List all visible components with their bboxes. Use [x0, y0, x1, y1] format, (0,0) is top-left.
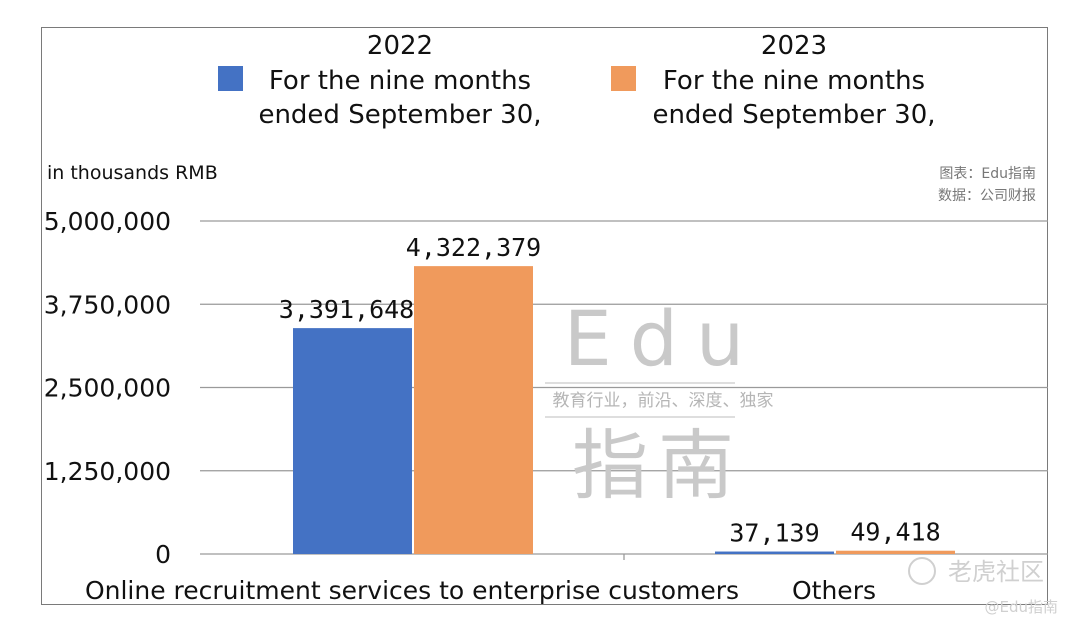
center-watermark: Edu 教育行业，前沿、深度、独家 指南 — [545, 294, 774, 510]
legend-label-2023-line1: For the nine months — [663, 66, 925, 96]
bar-2023-others — [836, 550, 955, 554]
bar-2022-others — [715, 551, 834, 554]
data-labels: 3,391,648 4,322,379 37,139 49,418 — [279, 233, 941, 547]
y-tick-label: 1,250,000 — [44, 457, 171, 486]
data-label-2022: 3,391,648 — [279, 295, 414, 324]
y-axis-unit-label: in thousands RMB — [47, 162, 218, 184]
legend-label-2022-line2: ended September 30, — [258, 100, 541, 130]
data-label-2023: 4,322,379 — [406, 233, 541, 262]
bar-2022-online-recruitment — [293, 328, 412, 554]
corner-watermark-site: 老虎社区 — [948, 558, 1044, 586]
y-axis-ticks: 0 1,250,000 2,500,000 3,750,000 5,000,000 — [44, 207, 171, 569]
watermark-zhinan: 指南 — [572, 421, 744, 510]
legend-label-2023-line2: ended September 30, — [652, 100, 935, 130]
y-tick-label: 2,500,000 — [44, 374, 171, 403]
legend: 2022 For the nine months ended September… — [218, 31, 936, 130]
corner-watermark: 老虎社区 @Edu指南 — [908, 557, 1058, 616]
watermark-edu: Edu — [564, 294, 762, 383]
watermark-tagline: 教育行业，前沿、深度、独家 — [553, 391, 774, 411]
legend-year-2022: 2022 — [367, 31, 433, 61]
category-label-online-recruitment: Online recruitment services to enterpris… — [85, 576, 739, 605]
source-note-data: 数据：公司财报 — [938, 188, 1036, 204]
chart-frame — [41, 27, 1048, 605]
y-tick-label: 3,750,000 — [44, 290, 171, 319]
corner-watermark-handle: @Edu指南 — [984, 598, 1058, 616]
data-label-2022: 37,139 — [729, 519, 819, 548]
bar-2023-online-recruitment — [414, 266, 533, 554]
y-tick-label: 0 — [155, 540, 171, 569]
legend-swatch-2023 — [611, 66, 636, 91]
category-label-others: Others — [792, 576, 876, 605]
category-labels: Online recruitment services to enterpris… — [85, 576, 876, 605]
source-note-chart: 图表：Edu指南 — [939, 166, 1036, 182]
legend-year-2023: 2023 — [761, 31, 827, 61]
y-tick-label: 5,000,000 — [44, 207, 171, 236]
legend-swatch-2022 — [218, 66, 243, 91]
paw-icon — [908, 557, 936, 585]
data-label-2023: 49,418 — [850, 518, 940, 547]
legend-label-2022-line1: For the nine months — [269, 66, 531, 96]
bars — [293, 266, 955, 554]
